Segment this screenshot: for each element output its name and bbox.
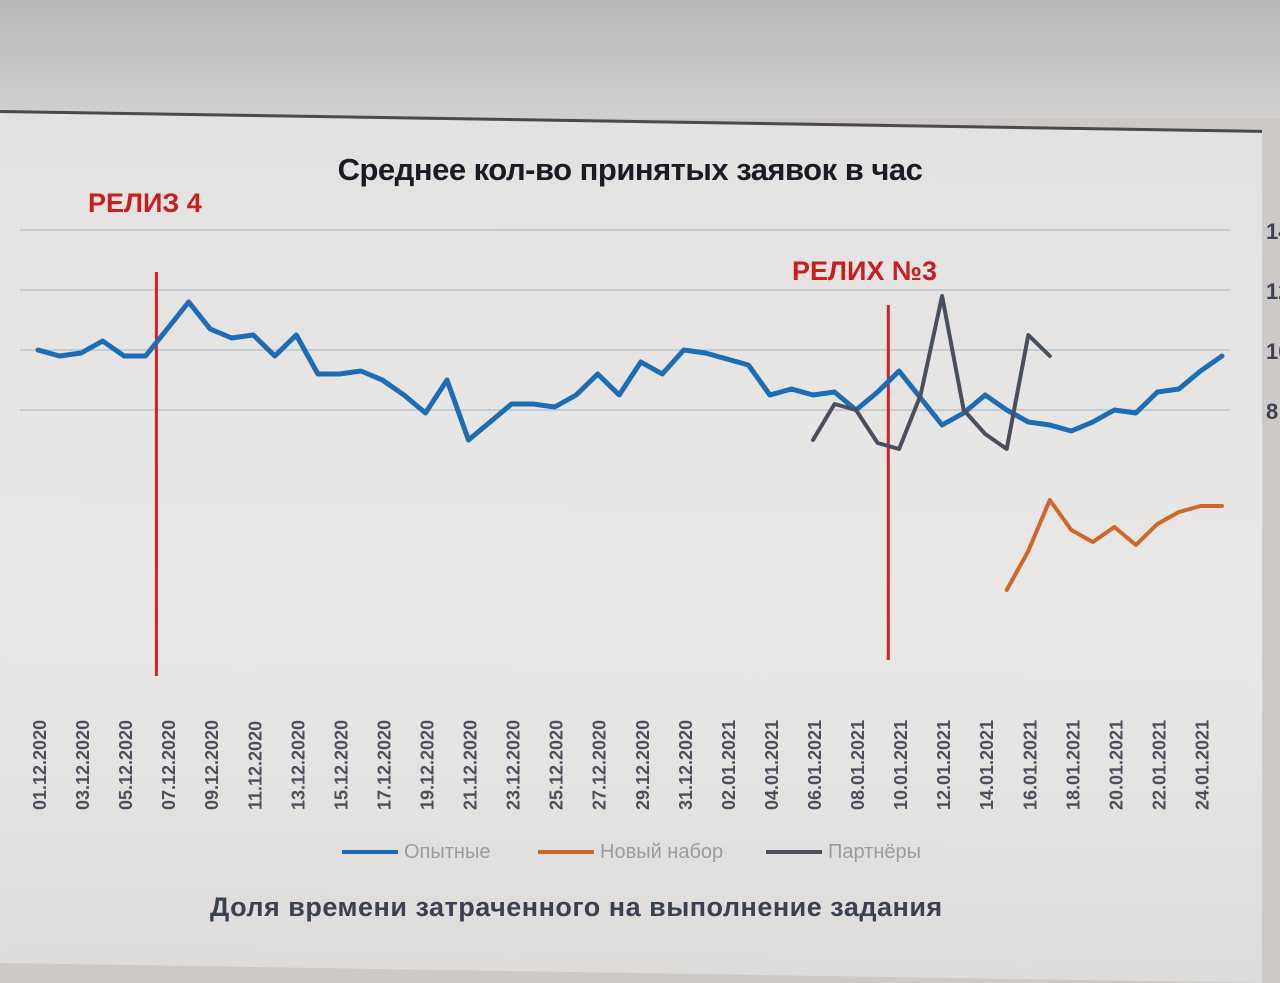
x-tick-label: 13.12.2020: [288, 720, 308, 810]
x-tick-label: 06.01.2021: [805, 720, 825, 810]
x-tick-label: 19.12.2020: [417, 720, 437, 810]
x-tick-label: 04.01.2021: [762, 720, 782, 810]
x-tick-label: 23.12.2020: [504, 720, 524, 810]
y-tick-label: 12: [1266, 279, 1280, 304]
release-marker-label: РЕЛИЗ 4: [88, 188, 202, 218]
x-tick-label: 12.01.2021: [934, 720, 954, 810]
y-tick-label: 14: [1266, 219, 1280, 244]
next-chart-title: Доля времени затраченного на выполнение …: [210, 892, 943, 922]
x-tick-label: 18.01.2021: [1063, 720, 1083, 810]
x-tick-label: 03.12.2020: [73, 720, 93, 810]
legend-label: Опытные: [404, 841, 490, 863]
x-tick-label: 17.12.2020: [374, 720, 394, 810]
chart-title: Среднее кол-во принятых заявок в час: [337, 152, 923, 187]
y-tick-label: 8: [1266, 399, 1278, 424]
series-line: [1004, 498, 1224, 592]
release-marker-label: РЕЛИХ №3: [792, 256, 937, 286]
legend-label: Новый набор: [600, 841, 723, 863]
x-tick-label: 07.12.2020: [159, 720, 179, 810]
screen-top-strip: [0, 0, 1280, 118]
x-tick-label: 10.01.2021: [891, 720, 911, 810]
x-tick-label: 02.01.2021: [719, 720, 739, 810]
x-tick-label: 22.01.2021: [1149, 720, 1169, 810]
x-tick-label: 27.12.2020: [590, 720, 610, 810]
y-tick-label: 10: [1266, 339, 1280, 364]
x-tick-label: 14.01.2021: [977, 720, 997, 810]
series-line: [35, 299, 1225, 443]
legend-label: Партнёры: [828, 841, 921, 863]
x-tick-label: 29.12.2020: [633, 720, 653, 810]
x-tick-label: 01.12.2020: [30, 720, 50, 810]
x-tick-label: 16.01.2021: [1020, 720, 1040, 810]
series-line: [811, 294, 1052, 451]
x-tick-label: 24.01.2021: [1192, 720, 1212, 810]
x-tick-label: 15.12.2020: [331, 720, 351, 810]
x-tick-label: 09.12.2020: [202, 720, 222, 810]
x-tick-label: 11.12.2020: [245, 721, 265, 810]
x-tick-label: 21.12.2020: [461, 720, 481, 810]
x-tick-label: 20.01.2021: [1106, 720, 1126, 810]
x-tick-label: 31.12.2020: [676, 720, 696, 810]
x-tick-label: 08.01.2021: [848, 720, 868, 810]
line-chart: 8 10 12 14 РЕЛИЗ 4 РЕЛИХ №3 01.12.2020 03.12.20…: [20, 188, 1280, 863]
x-tick-label: 25.12.2020: [547, 720, 567, 810]
x-tick-label: 05.12.2020: [116, 720, 136, 810]
